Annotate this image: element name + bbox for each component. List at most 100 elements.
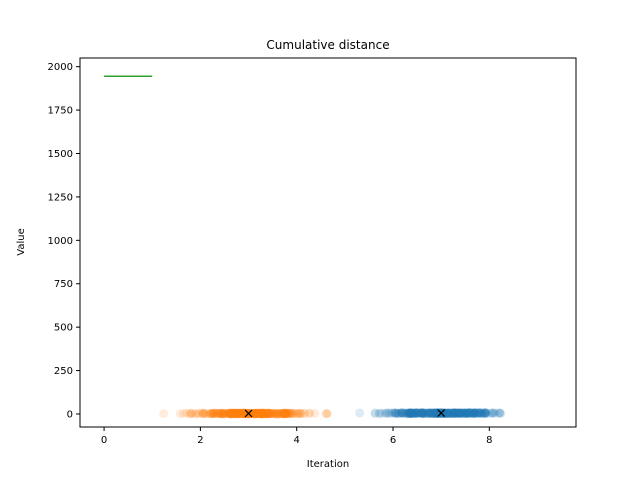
scatter-point-series-1 <box>241 408 251 418</box>
scatter-point-series-0 <box>402 409 412 419</box>
scatter-point-series-1 <box>258 409 268 419</box>
scatter-point-series-0 <box>453 408 463 418</box>
scatter-point-series-1 <box>280 409 290 418</box>
scatter-point-series-0 <box>449 408 459 418</box>
scatter-point-series-0 <box>429 409 439 419</box>
scatter-point-series-1 <box>227 408 237 418</box>
scatter-point-series-0 <box>470 408 480 418</box>
scatter-point-series-0 <box>425 408 435 418</box>
scatter-point-series-1 <box>264 408 274 418</box>
scatter-point-series-0 <box>456 408 466 418</box>
scatter-point-series-0 <box>424 408 434 418</box>
scatter-point-series-0 <box>455 408 465 418</box>
scatter-point-series-1 <box>272 409 282 419</box>
scatter-point-series-1 <box>266 408 276 418</box>
scatter-point-series-0 <box>463 408 473 418</box>
scatter-point-series-1 <box>245 409 255 419</box>
scatter-point-series-0 <box>438 408 448 418</box>
scatter-point-series-0 <box>471 408 481 418</box>
scatter-point-series-0 <box>416 408 426 418</box>
scatter-point-series-0 <box>461 408 471 418</box>
scatter-point-series-0 <box>370 408 380 418</box>
scatter-point-series-1 <box>242 408 252 418</box>
scatter-point-series-1 <box>284 408 294 418</box>
scatter-point-series-1 <box>245 408 255 418</box>
scatter-point-series-1 <box>232 409 242 419</box>
scatter-point-series-1 <box>252 408 262 418</box>
scatter-point-series-0 <box>455 409 465 419</box>
scatter-point-series-1 <box>321 409 331 419</box>
scatter-point-series-1 <box>250 409 260 419</box>
scatter-point-series-0 <box>411 408 421 418</box>
scatter-point-series-0 <box>465 408 475 418</box>
scatter-point-series-1 <box>226 408 236 418</box>
scatter-point-series-0 <box>448 408 458 418</box>
scatter-point-series-0 <box>449 408 459 418</box>
scatter-point-series-0 <box>429 408 439 418</box>
scatter-point-series-0 <box>446 408 456 418</box>
y-axis-label: Value <box>16 228 27 255</box>
scatter-point-series-0 <box>460 408 470 418</box>
scatter-point-series-0 <box>448 408 458 418</box>
scatter-point-series-1 <box>256 408 266 418</box>
scatter-point-series-0 <box>443 408 453 418</box>
scatter-point-series-1 <box>237 409 247 419</box>
scatter-point-series-0 <box>399 408 409 418</box>
chart-title: Cumulative distance <box>266 38 389 52</box>
scatter-point-series-1 <box>266 408 276 418</box>
scatter-point-series-0 <box>375 408 385 418</box>
scatter-point-series-1 <box>213 408 223 418</box>
scatter-point-series-0 <box>495 408 505 418</box>
scatter-point-series-1 <box>236 408 246 418</box>
scatter-point-series-1 <box>226 409 236 419</box>
scatter-point-series-0 <box>464 408 474 418</box>
scatter-point-series-1 <box>256 409 266 419</box>
scatter-point-series-1 <box>280 409 290 419</box>
scatter-point-series-1 <box>257 408 267 418</box>
scatter-point-series-0 <box>473 408 483 418</box>
scatter-point-series-1 <box>272 409 282 419</box>
scatter-point-series-1 <box>286 409 296 419</box>
scatter-point-series-1 <box>230 408 240 418</box>
scatter-point-series-1 <box>256 409 266 419</box>
scatter-point-series-1 <box>263 408 273 418</box>
scatter-point-series-0 <box>406 408 416 418</box>
scatter-point-series-0 <box>400 408 410 418</box>
plot-frame <box>79 57 577 428</box>
scatter-point-series-1 <box>300 408 310 418</box>
scatter-point-series-1 <box>250 408 260 418</box>
scatter-point-series-1 <box>216 409 226 419</box>
scatter-point-series-1 <box>242 408 252 418</box>
scatter-point-series-1 <box>310 408 320 418</box>
scatter-point-series-0 <box>481 408 491 418</box>
scatter-point-series-1 <box>292 408 302 418</box>
scatter-point-series-1 <box>264 408 274 418</box>
scatter-point-series-0 <box>452 408 462 418</box>
scatter-point-series-1 <box>291 408 301 418</box>
scatter-point-series-0 <box>439 408 449 418</box>
scatter-point-series-0 <box>475 408 485 417</box>
scatter-point-series-0 <box>423 408 433 418</box>
scatter-point-series-0 <box>434 408 444 418</box>
scatter-point-series-0 <box>405 409 415 419</box>
scatter-point-series-0 <box>475 408 485 418</box>
scatter-point-series-0 <box>479 408 489 418</box>
scatter-point-series-0 <box>384 408 394 418</box>
scatter-point-series-1 <box>256 409 266 419</box>
y-tick-label: 1500 <box>48 149 73 160</box>
scatter-point-series-0 <box>476 408 486 418</box>
scatter-point-series-1 <box>231 408 241 418</box>
scatter-point-series-1 <box>283 408 293 418</box>
scatter-point-series-1 <box>233 409 243 419</box>
scatter-point-series-0 <box>402 408 412 418</box>
scatter-point-series-0 <box>408 408 418 418</box>
scatter-point-series-0 <box>391 408 401 418</box>
scatter-point-series-1 <box>252 408 262 418</box>
scatter-point-series-0 <box>495 408 505 418</box>
scatter-point-series-1 <box>209 408 219 418</box>
scatter-point-series-0 <box>466 408 476 418</box>
scatter-point-series-0 <box>477 408 487 418</box>
scatter-point-series-1 <box>281 409 291 419</box>
scatter-point-series-0 <box>429 408 439 418</box>
scatter-point-series-0 <box>467 408 477 418</box>
